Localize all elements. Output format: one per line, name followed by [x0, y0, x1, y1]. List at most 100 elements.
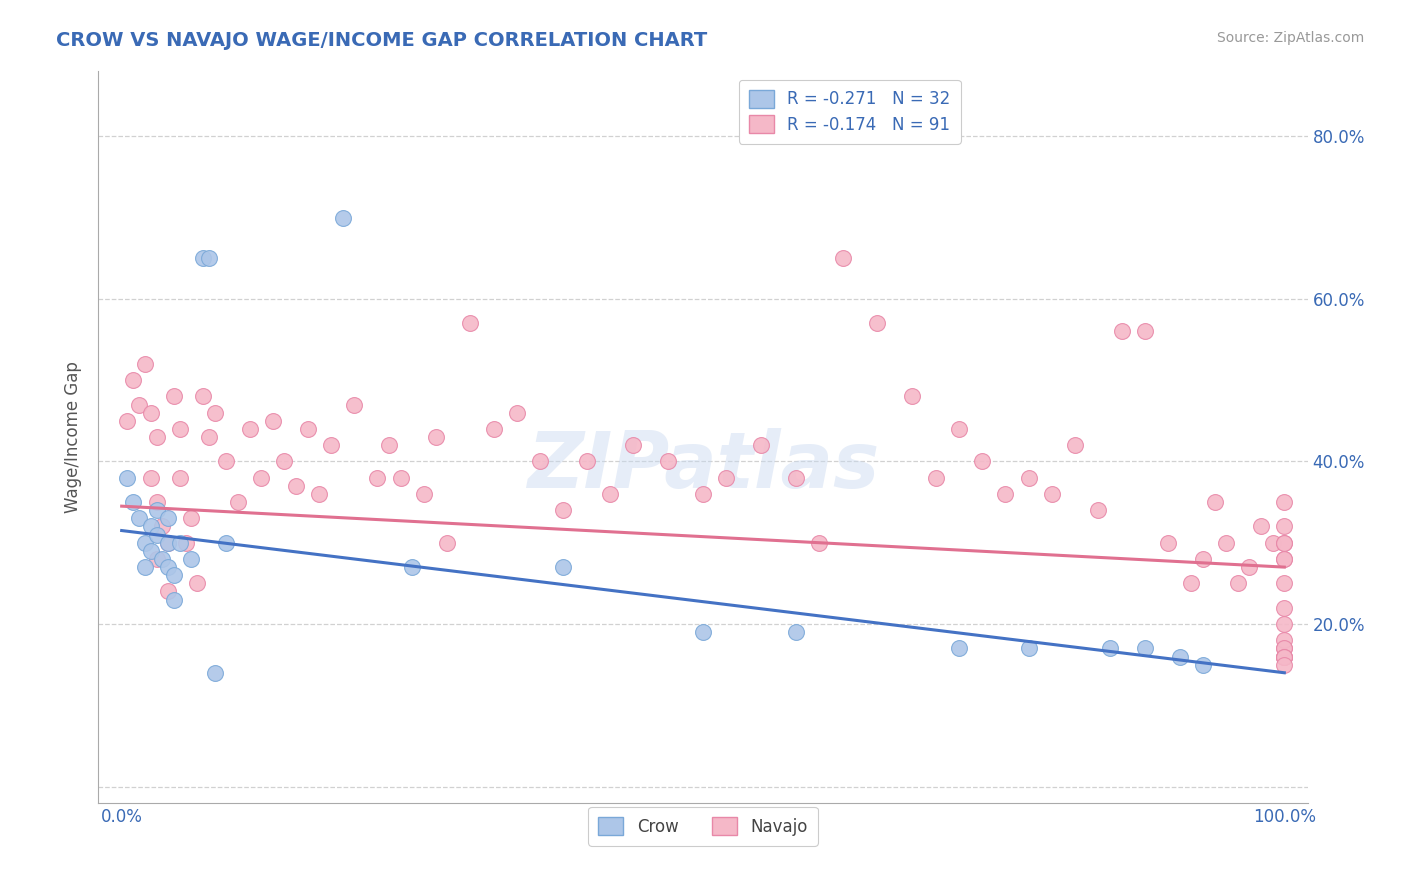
Point: [1272, 649, 1295, 664]
Point: [134, 535, 156, 549]
Point: [180, 552, 202, 566]
Point: [117, 471, 139, 485]
Point: [145, 552, 167, 566]
Point: [157, 560, 180, 574]
Point: [1018, 471, 1040, 485]
Point: [239, 422, 262, 436]
Point: [1272, 617, 1295, 632]
Point: [1133, 325, 1156, 339]
Point: [204, 665, 226, 680]
Point: [145, 527, 167, 541]
Point: [198, 430, 221, 444]
Point: [169, 535, 191, 549]
Point: [1272, 649, 1295, 664]
Point: [1272, 641, 1295, 656]
Point: [186, 576, 208, 591]
Point: [163, 568, 186, 582]
Point: [150, 552, 173, 566]
Point: [122, 373, 145, 387]
Point: [482, 422, 505, 436]
Point: [994, 487, 1017, 501]
Point: [1087, 503, 1109, 517]
Point: [1226, 576, 1249, 591]
Point: [215, 454, 238, 468]
Point: [285, 479, 308, 493]
Point: [460, 316, 482, 330]
Point: [204, 406, 226, 420]
Point: [575, 454, 598, 468]
Point: [332, 211, 354, 225]
Point: [139, 471, 162, 485]
Point: [150, 519, 173, 533]
Point: [436, 535, 458, 549]
Point: [157, 511, 180, 525]
Point: [657, 454, 679, 468]
Point: [413, 487, 436, 501]
Point: [425, 430, 447, 444]
Point: [157, 535, 180, 549]
Point: [401, 560, 423, 574]
Point: [1098, 641, 1121, 656]
Point: [1272, 576, 1295, 591]
Point: [157, 535, 180, 549]
Point: [1040, 487, 1063, 501]
Point: [145, 495, 167, 509]
Point: [134, 357, 156, 371]
Point: [117, 414, 139, 428]
Point: [785, 625, 807, 640]
Point: [297, 422, 319, 436]
Point: [1272, 535, 1295, 549]
Point: [1157, 535, 1180, 549]
Point: [191, 252, 214, 266]
Point: [948, 422, 970, 436]
Text: Source: ZipAtlas.com: Source: ZipAtlas.com: [1216, 31, 1364, 45]
Point: [273, 454, 295, 468]
Point: [134, 560, 156, 574]
Text: CROW VS NAVAJO WAGE/INCOME GAP CORRELATION CHART: CROW VS NAVAJO WAGE/INCOME GAP CORRELATI…: [56, 31, 707, 50]
Point: [128, 398, 150, 412]
Point: [343, 398, 366, 412]
Point: [692, 487, 714, 501]
Point: [1272, 519, 1295, 533]
Point: [866, 316, 889, 330]
Point: [785, 471, 807, 485]
Point: [1204, 495, 1226, 509]
Point: [139, 519, 162, 533]
Point: [169, 422, 191, 436]
Point: [250, 471, 273, 485]
Point: [1272, 600, 1295, 615]
Point: [924, 471, 946, 485]
Point: [180, 511, 202, 525]
Point: [191, 389, 214, 403]
Point: [366, 471, 388, 485]
Point: [169, 471, 191, 485]
Point: [163, 389, 186, 403]
Point: [1250, 519, 1272, 533]
Point: [529, 454, 551, 468]
Legend: Crow, Navajo: Crow, Navajo: [589, 807, 817, 846]
Point: [198, 252, 221, 266]
Point: [1261, 535, 1284, 549]
Point: [506, 406, 529, 420]
Point: [1272, 641, 1295, 656]
Point: [226, 495, 249, 509]
Point: [1215, 535, 1237, 549]
Point: [970, 454, 993, 468]
Point: [262, 414, 284, 428]
Point: [308, 487, 330, 501]
Point: [174, 535, 197, 549]
Point: [163, 592, 186, 607]
Point: [1180, 576, 1202, 591]
Point: [128, 511, 150, 525]
Point: [145, 430, 167, 444]
Point: [716, 471, 738, 485]
Point: [389, 471, 412, 485]
Point: [215, 535, 238, 549]
Point: [1272, 495, 1295, 509]
Y-axis label: Wage/Income Gap: Wage/Income Gap: [65, 361, 83, 513]
Point: [1111, 325, 1133, 339]
Point: [1133, 641, 1156, 656]
Point: [553, 503, 575, 517]
Point: [621, 438, 644, 452]
Point: [901, 389, 924, 403]
